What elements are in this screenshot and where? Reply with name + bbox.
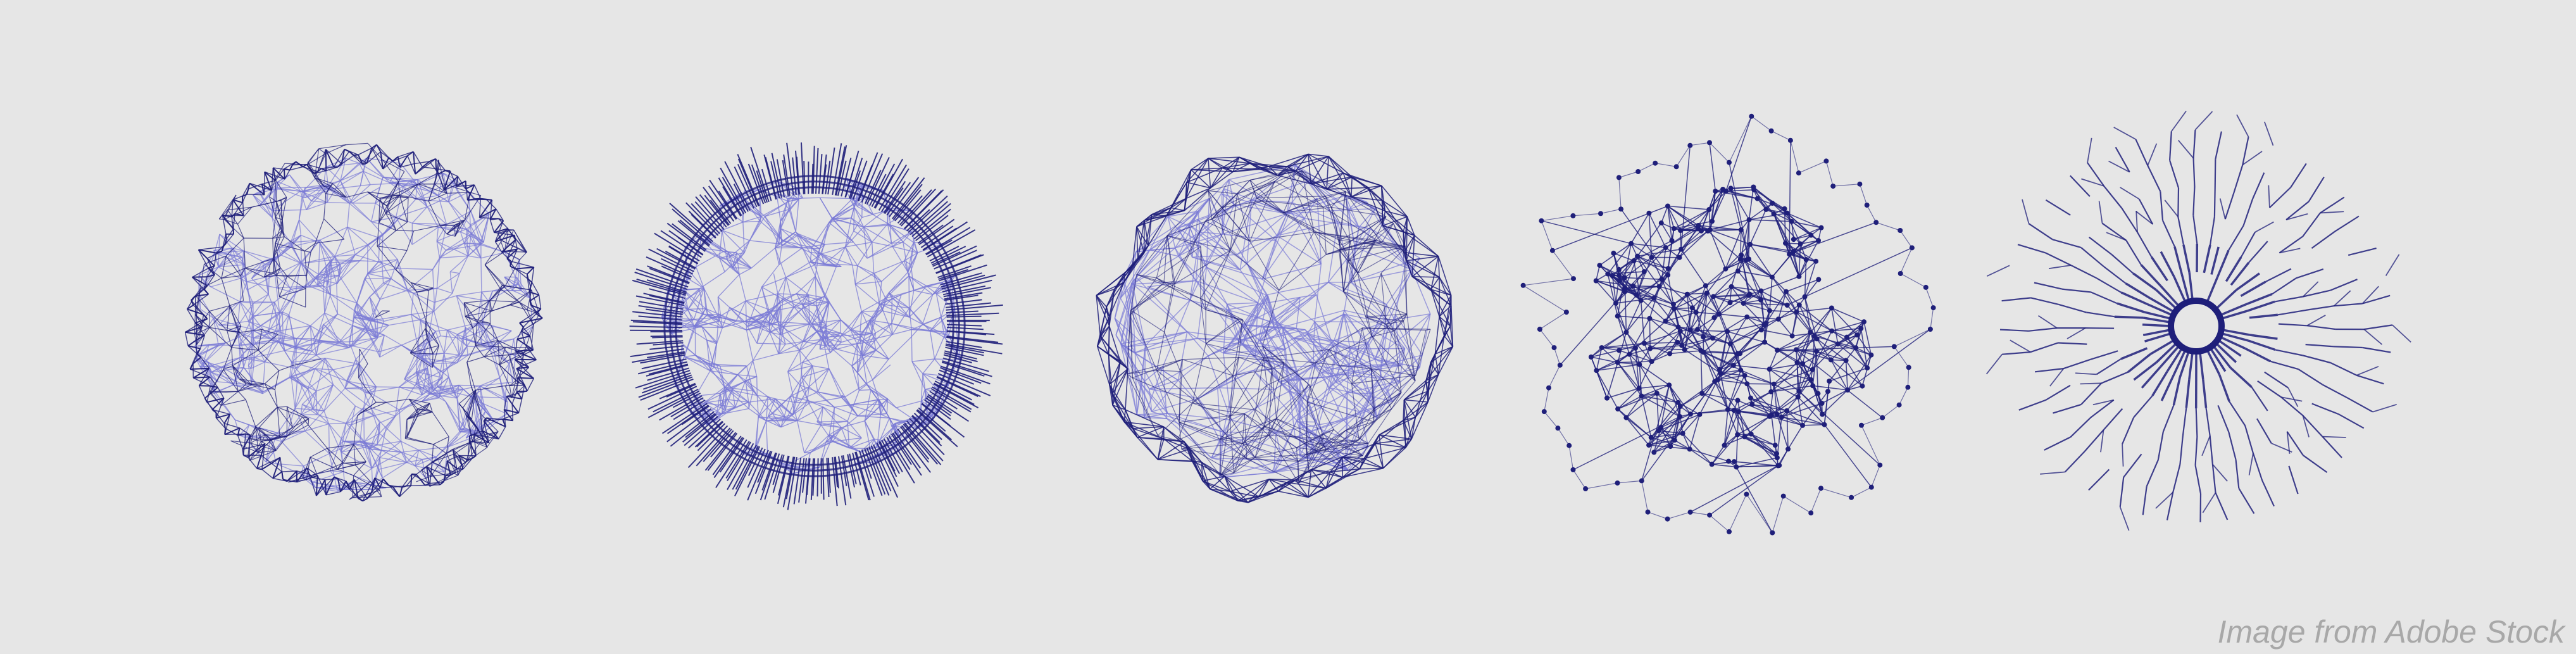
wireframe-sphere [184, 142, 543, 502]
watermark-text: Image from Adobe Stock [2217, 614, 2565, 650]
spiky-sphere [629, 142, 1003, 510]
branching-radial-sphere [1985, 110, 2411, 531]
polygonal-sphere [1096, 153, 1454, 503]
node-network-sphere [1520, 113, 1936, 536]
